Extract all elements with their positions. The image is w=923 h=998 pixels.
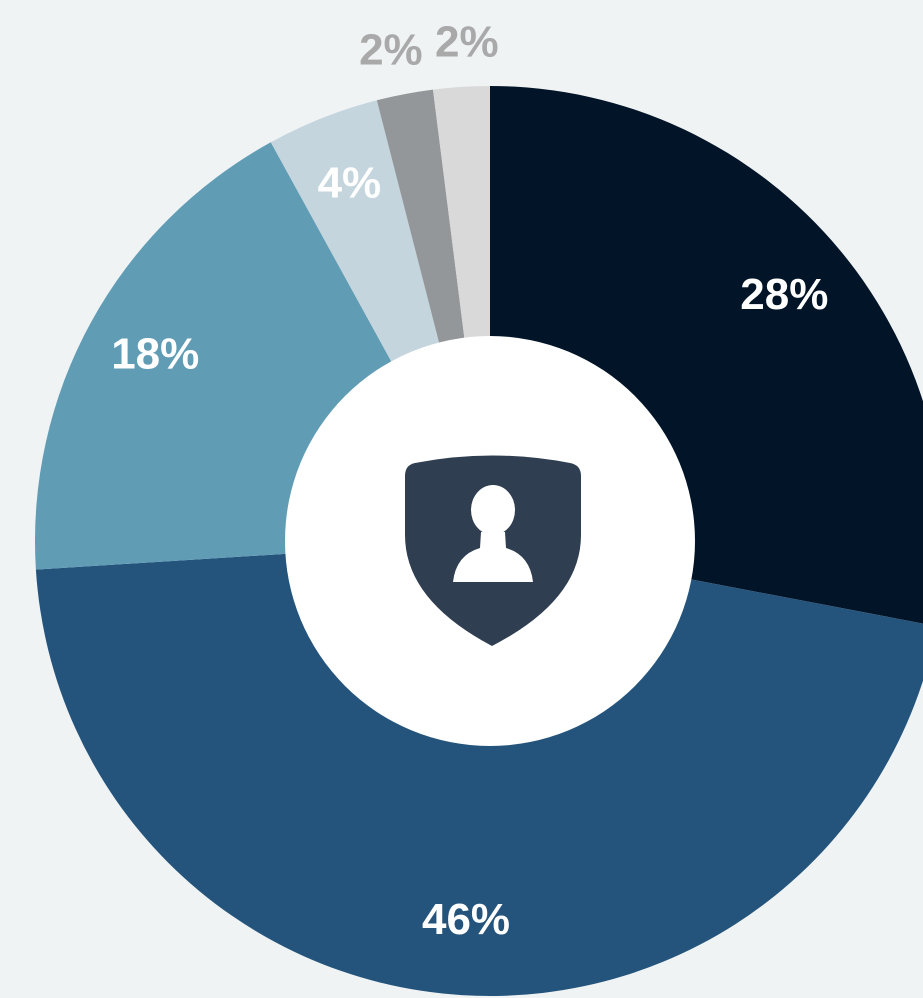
- value-label: 2%: [359, 25, 423, 74]
- value-label: 2%: [435, 18, 499, 67]
- labels: 28% 46% 18% 4% 2% 2%: [111, 18, 828, 944]
- person-body: [453, 532, 533, 582]
- value-label: 4%: [318, 158, 382, 207]
- wedges: [35, 86, 923, 996]
- value-label: 46%: [422, 895, 510, 944]
- value-label: 18%: [111, 330, 199, 379]
- center-icon: [405, 455, 581, 646]
- wedge: [35, 541, 923, 996]
- person-head: [471, 485, 515, 535]
- value-label: 28%: [740, 270, 828, 319]
